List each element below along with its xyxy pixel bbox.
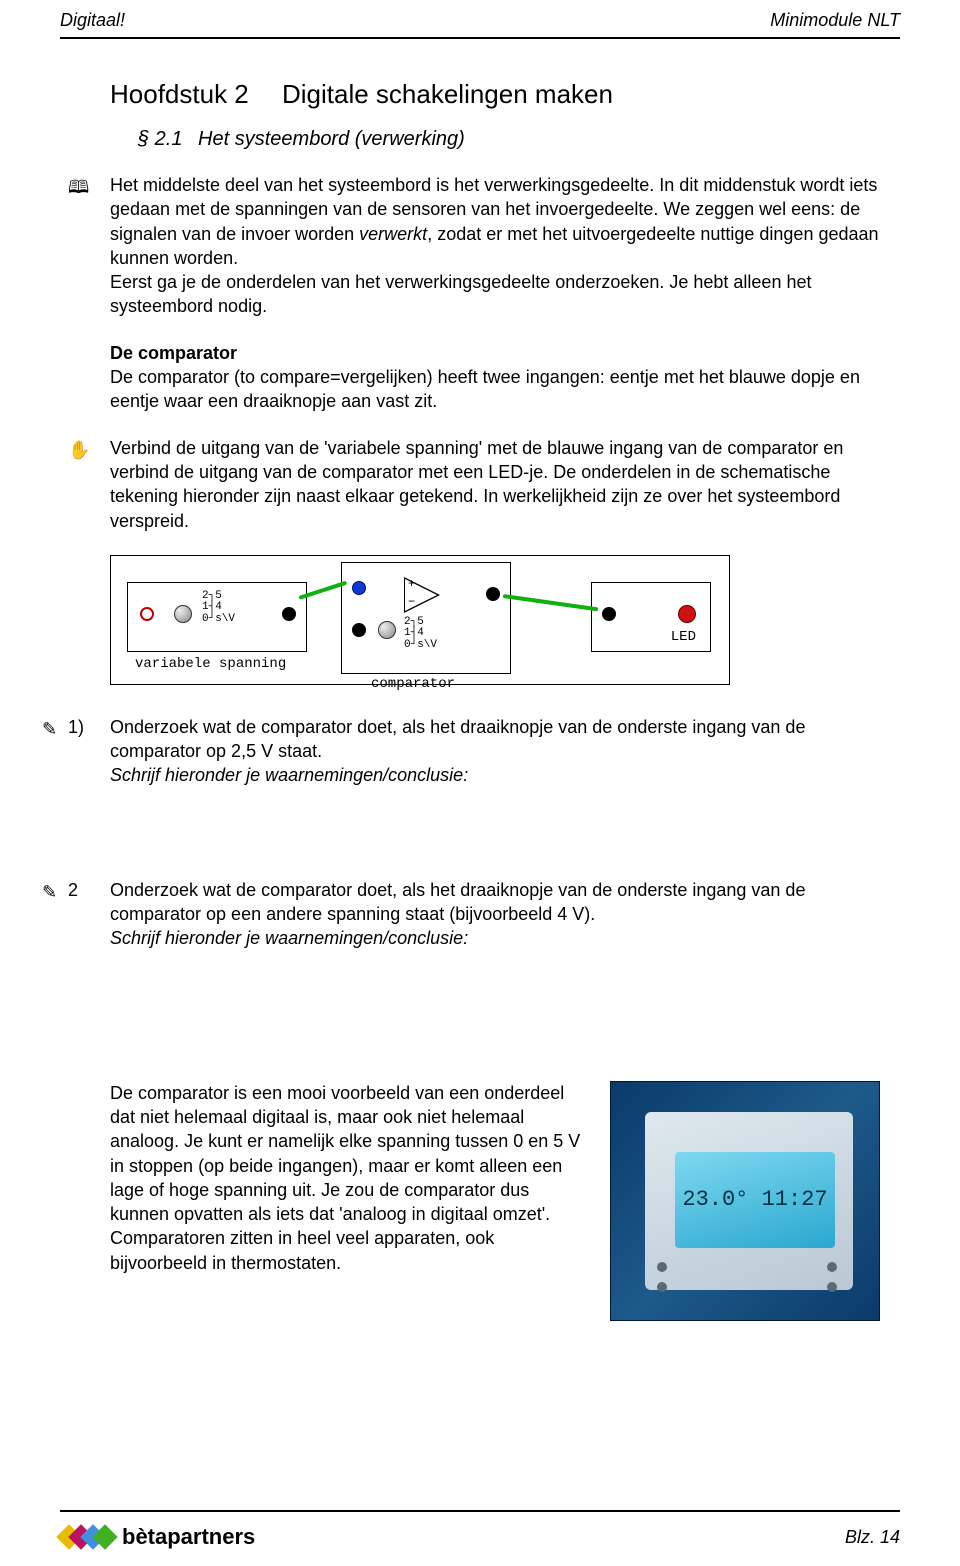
diagram-box-comparator: 2┐5 1┤4 0┘s\V + − (341, 562, 511, 674)
comparator-scale: 2┐5 1┤4 0┘s\V (404, 617, 437, 652)
intro-verwerkt: verwerkt (359, 224, 427, 244)
hand-text: Verbind de uitgang van de 'variabele spa… (110, 438, 843, 531)
diagram-label-right: LED (671, 629, 696, 645)
var-span-output-jack (282, 607, 296, 621)
closing-text: De comparator is een mooi voorbeeld van … (110, 1081, 584, 1275)
hand-icon: ✋ (68, 438, 90, 462)
comparator-input-blue (352, 581, 366, 595)
diagram-label-left: variabele spanning (135, 656, 286, 672)
task-2-body: Onderzoek wat de comparator doet, als he… (110, 880, 805, 924)
thermostat-photo: 23.0° 11:27 (610, 1081, 880, 1321)
thermostat-button-3 (827, 1262, 837, 1272)
task-2-number: 2 (68, 878, 78, 902)
section-number: § 2.1 (138, 128, 182, 151)
wire-2 (503, 594, 599, 611)
task-2: ✎ 2 Onderzoek wat de comparator doet, al… (110, 878, 880, 1061)
var-span-jack-red (140, 607, 154, 621)
closing-row: De comparator is een mooi voorbeeld van … (110, 1081, 880, 1321)
diagram-box-led: LED (591, 582, 711, 652)
task-1-answer-space[interactable] (110, 788, 880, 858)
section-heading: § 2.1 Het systeembord (verwerking) (138, 128, 880, 151)
led-lamp (678, 605, 696, 623)
comparator-body: De comparator (to compare=vergelijken) h… (110, 367, 860, 411)
intro-paragraph: 🕮 Het middelste deel van het systeembord… (110, 173, 880, 319)
footer-logo-text: bètapartners (122, 1524, 255, 1550)
footer-rule (60, 1510, 900, 1512)
task-1-body: Onderzoek wat de comparator doet, als he… (110, 717, 805, 761)
footer-logo: bètapartners (60, 1524, 255, 1550)
section-title: Het systeembord (verwerking) (198, 128, 465, 150)
diagram-frame: 2┐5 1┤4 0┘s\V variabele spanning 2┐5 1┤4… (110, 555, 730, 685)
intro-text-2: Eerst ga je de onderdelen van het verwer… (110, 272, 811, 316)
thermostat-button-2 (657, 1282, 667, 1292)
header-right: Minimodule NLT (770, 10, 900, 31)
diagram: 2┐5 1┤4 0┘s\V variabele spanning 2┐5 1┤4… (110, 555, 880, 685)
task-2-answer-space[interactable] (110, 951, 880, 1061)
task-1-instruction: Schrijf hieronder je waarnemingen/conclu… (110, 765, 468, 785)
comparator-heading: De comparator (110, 343, 237, 363)
var-span-scale: 2┐5 1┤4 0┘s\V (202, 591, 235, 626)
diagram-box-variabele-spanning: 2┐5 1┤4 0┘s\V (127, 582, 307, 652)
comparator-minus: − (408, 595, 415, 609)
chapter-title: Digitale schakelingen maken (282, 79, 613, 109)
thermostat-lcd: 23.0° 11:27 (675, 1152, 835, 1248)
diagram-label-mid: comparator (371, 676, 455, 692)
task-2-instruction: Schrijf hieronder je waarnemingen/conclu… (110, 928, 468, 948)
chapter-heading: Hoofdstuk 2 Digitale schakelingen maken (110, 79, 880, 110)
comparator-knob (378, 621, 396, 639)
header-left: Digitaal! (60, 10, 125, 31)
comparator-output-jack (486, 587, 500, 601)
page-header: Digitaal! Minimodule NLT (0, 0, 960, 33)
hand-paragraph: ✋ Verbind de uitgang van de 'variabele s… (110, 436, 880, 533)
thermostat-button-1 (657, 1262, 667, 1272)
comparator-plus: + (408, 577, 415, 591)
pencil-icon: ✎ (42, 880, 57, 904)
comparator-block: De comparator De comparator (to compare=… (110, 341, 880, 414)
book-icon: 🕮 (68, 175, 89, 199)
thermostat-button-4 (827, 1282, 837, 1292)
content-area: Hoofdstuk 2 Digitale schakelingen maken … (0, 39, 960, 1321)
footer-page-number: Blz. 14 (845, 1527, 900, 1548)
chapter-number: Hoofdstuk 2 (110, 79, 249, 110)
task-1: ✎ 1) Onderzoek wat de comparator doet, a… (110, 715, 880, 858)
var-span-knob (174, 605, 192, 623)
pencil-icon: ✎ (42, 717, 57, 741)
led-input-jack (602, 607, 616, 621)
comparator-input-lower (352, 623, 366, 637)
task-1-number: 1) (68, 715, 84, 739)
page-footer: bètapartners Blz. 14 (0, 1524, 960, 1550)
page: Digitaal! Minimodule NLT Hoofdstuk 2 Dig… (0, 0, 960, 1566)
